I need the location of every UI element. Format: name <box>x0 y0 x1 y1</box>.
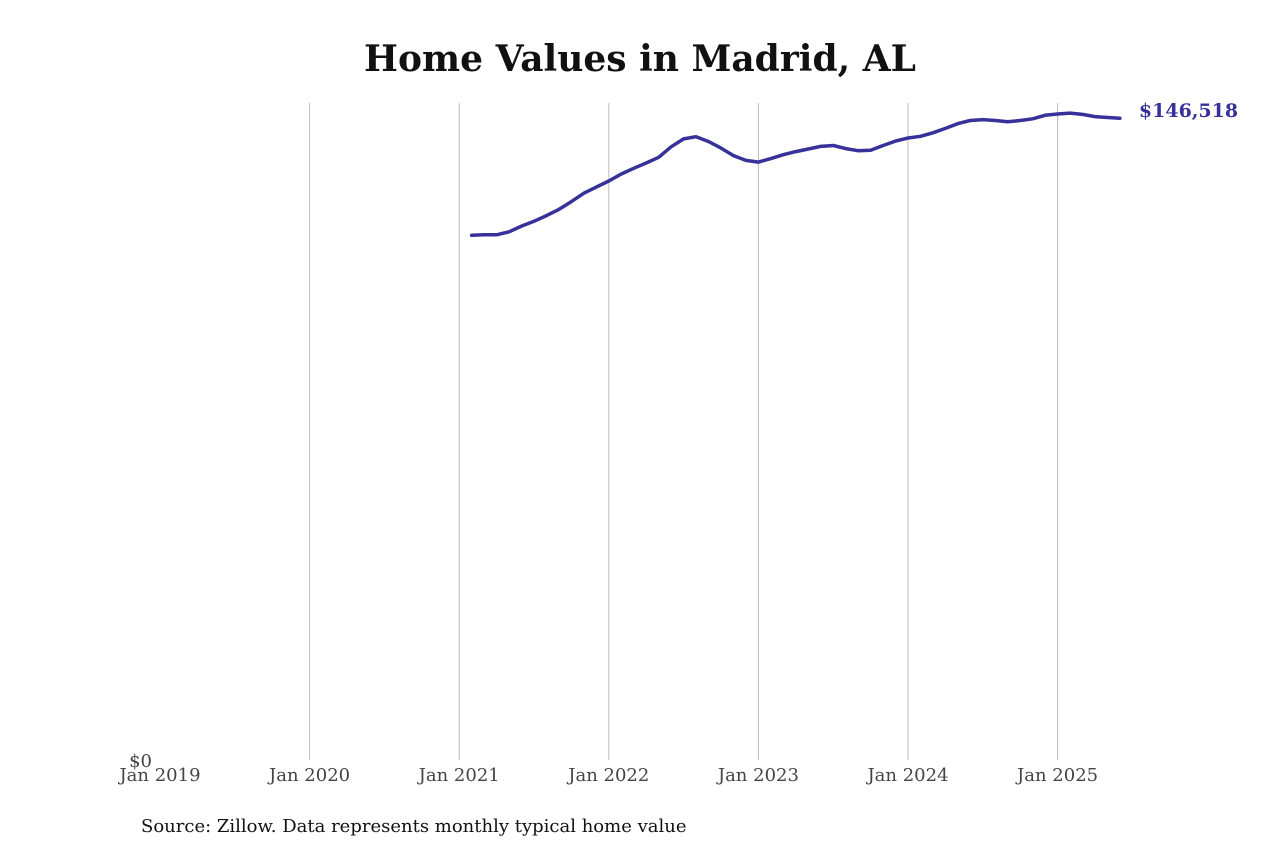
source-note: Source: Zillow. Data represents monthly … <box>141 816 687 837</box>
y-tick-label: $0 <box>129 751 152 772</box>
chart-title: Home Values in Madrid, AL <box>364 38 916 80</box>
tick-labels: Jan 2019 Jan 2020 Jan 2021 Jan 2022 Jan 2023… <box>117 100 1238 786</box>
x-tick-label: Jan 2021 <box>417 765 500 786</box>
x-tick-label: Jan 2023 <box>716 765 799 786</box>
x-tick-label: Jan 2022 <box>566 765 649 786</box>
end-value-label: $146,518 <box>1139 100 1238 122</box>
x-tick-label: Jan 2019 <box>117 765 200 786</box>
x-tick-label: Jan 2020 <box>267 765 350 786</box>
series-line <box>469 111 1122 238</box>
x-tick-label: Jan 2024 <box>865 765 948 786</box>
series-layer <box>469 111 1122 238</box>
x-tick-label: Jan 2025 <box>1015 765 1098 786</box>
gridlines <box>309 103 1059 760</box>
